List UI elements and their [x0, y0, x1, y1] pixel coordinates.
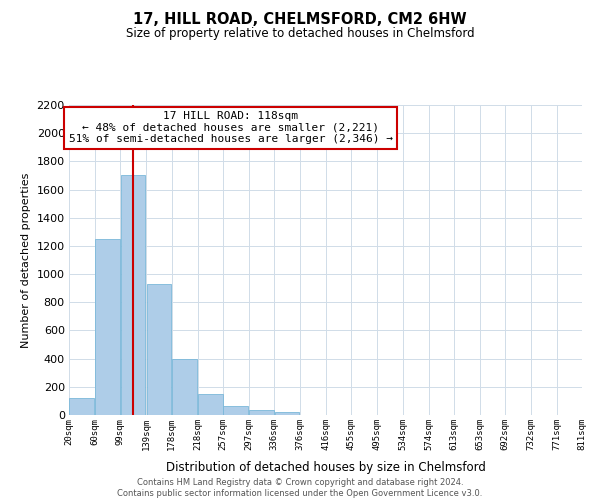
Bar	[198, 394, 223, 415]
Bar	[275, 412, 299, 415]
Y-axis label: Number of detached properties: Number of detached properties	[21, 172, 31, 348]
Bar	[70, 398, 94, 415]
Text: 17, HILL ROAD, CHELMSFORD, CM2 6HW: 17, HILL ROAD, CHELMSFORD, CM2 6HW	[133, 12, 467, 28]
Text: 17 HILL ROAD: 118sqm
← 48% of detached houses are smaller (2,221)
51% of semi-de: 17 HILL ROAD: 118sqm ← 48% of detached h…	[68, 111, 392, 144]
Bar	[146, 284, 171, 415]
Bar	[121, 176, 145, 415]
X-axis label: Distribution of detached houses by size in Chelmsford: Distribution of detached houses by size …	[166, 461, 485, 474]
Text: Contains HM Land Registry data © Crown copyright and database right 2024.
Contai: Contains HM Land Registry data © Crown c…	[118, 478, 482, 498]
Bar	[95, 239, 120, 415]
Text: Size of property relative to detached houses in Chelmsford: Size of property relative to detached ho…	[125, 28, 475, 40]
Bar	[249, 410, 274, 415]
Bar	[223, 406, 248, 415]
Bar	[172, 358, 197, 415]
